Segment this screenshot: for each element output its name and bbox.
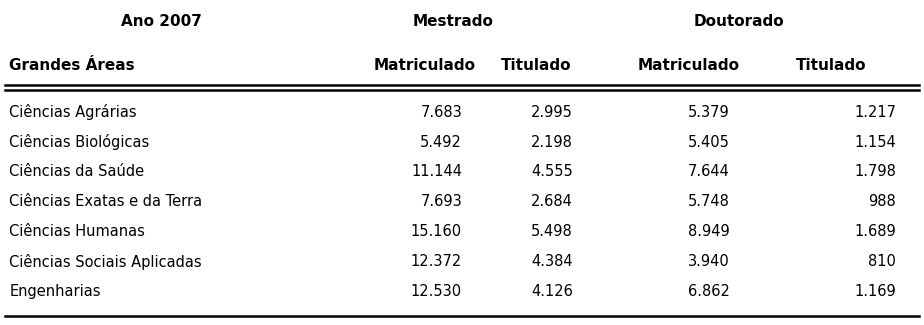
Text: 5.405: 5.405	[688, 135, 730, 150]
Text: 8.949: 8.949	[688, 224, 730, 239]
Text: 12.372: 12.372	[411, 254, 462, 269]
Text: Titulado: Titulado	[501, 58, 571, 72]
Text: Mestrado: Mestrado	[412, 14, 493, 29]
Text: Ciências da Saúde: Ciências da Saúde	[9, 164, 144, 179]
Text: Ano 2007: Ano 2007	[121, 14, 202, 29]
Text: 5.748: 5.748	[688, 194, 730, 209]
Text: 1.689: 1.689	[855, 224, 896, 239]
Text: Engenharias: Engenharias	[9, 284, 101, 299]
Text: 15.160: 15.160	[411, 224, 462, 239]
Text: 1.798: 1.798	[855, 164, 896, 179]
Text: Ciências Agrárias: Ciências Agrárias	[9, 104, 137, 120]
Text: 5.498: 5.498	[531, 224, 573, 239]
Text: 11.144: 11.144	[411, 164, 462, 179]
Text: 4.126: 4.126	[531, 284, 573, 299]
Text: Ciências Sociais Aplicadas: Ciências Sociais Aplicadas	[9, 254, 201, 270]
Text: 2.198: 2.198	[531, 135, 573, 150]
Text: 7.644: 7.644	[688, 164, 730, 179]
Text: 810: 810	[869, 254, 896, 269]
Text: 3.940: 3.940	[688, 254, 730, 269]
Text: 2.995: 2.995	[531, 105, 573, 120]
Text: 4.555: 4.555	[531, 164, 573, 179]
Text: 988: 988	[869, 194, 896, 209]
Text: Matriculado: Matriculado	[374, 58, 476, 72]
Text: Ciências Exatas e da Terra: Ciências Exatas e da Terra	[9, 194, 202, 209]
Text: 6.862: 6.862	[688, 284, 730, 299]
Text: Ciências Biológicas: Ciências Biológicas	[9, 134, 150, 150]
Text: 5.379: 5.379	[688, 105, 730, 120]
Text: 1.217: 1.217	[855, 105, 896, 120]
Text: 7.683: 7.683	[420, 105, 462, 120]
Text: 5.492: 5.492	[420, 135, 462, 150]
Text: Titulado: Titulado	[796, 58, 867, 72]
Text: Ciências Humanas: Ciências Humanas	[9, 224, 145, 239]
Text: Doutorado: Doutorado	[694, 14, 784, 29]
Text: 1.169: 1.169	[855, 284, 896, 299]
Text: 2.684: 2.684	[531, 194, 573, 209]
Text: 7.693: 7.693	[420, 194, 462, 209]
Text: Matriculado: Matriculado	[638, 58, 739, 72]
Text: 1.154: 1.154	[855, 135, 896, 150]
Text: Grandes Áreas: Grandes Áreas	[9, 58, 135, 72]
Text: 4.384: 4.384	[531, 254, 573, 269]
Text: 12.530: 12.530	[411, 284, 462, 299]
